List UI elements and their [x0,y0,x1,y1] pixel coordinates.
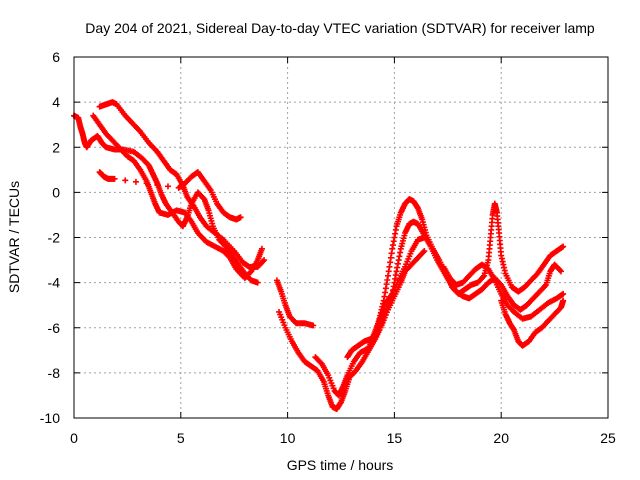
series-track-b [90,112,265,282]
grid-lines [74,57,608,418]
y-tick-label: -2 [48,230,61,246]
x-tick-label: 20 [493,430,509,446]
x-tick-label: 0 [70,430,78,446]
y-tick-label: 6 [52,49,60,65]
series-track-k [498,297,567,349]
data-point [379,317,386,324]
data-point [480,273,487,280]
data-point [247,269,254,276]
data-point [154,181,161,188]
y-tick-label: 4 [52,94,60,110]
data-point [420,249,427,256]
series-track-f [276,248,428,412]
data-point [317,359,324,366]
data-point [388,293,395,300]
data-point [376,327,383,334]
series-track-i [370,218,565,345]
series-track-d [96,169,244,223]
data-point [200,195,207,202]
data-point [556,267,563,274]
series-track-e [273,277,317,329]
data-point [310,322,317,329]
series-track-c [96,99,268,270]
data-point [386,299,393,306]
data-point [560,290,567,297]
x-tick-label: 10 [280,430,296,446]
series-track-g [312,234,428,399]
axis-ticks: 0 5 10 15 20 25 -10 -8 -6 -4 -2 0 2 4 6 [40,49,616,446]
data-point [136,127,143,134]
y-tick-label: -4 [48,275,61,291]
y-tick-label: 0 [52,184,60,200]
data-point [122,177,129,184]
data-point [260,258,267,265]
data-point [558,268,565,275]
x-tick-label: 5 [177,430,185,446]
y-tick-label: 2 [52,139,60,155]
data-point [111,175,118,182]
data-point [132,178,139,185]
data-point [225,253,232,260]
y-tick-label: -10 [40,410,60,426]
data-point [387,296,394,303]
y-tick-label: -6 [48,320,61,336]
x-tick-label: 25 [600,430,616,446]
data-point [261,257,268,264]
data-point [541,283,548,290]
series-track-j [440,261,567,322]
data-point [380,314,387,321]
data-point [378,320,385,327]
plot-frame [73,56,609,419]
x-axis-label: GPS time / hours [287,457,394,473]
data-point [381,311,388,318]
chart-title: Day 204 of 2021, Sidereal Day-to-day VTE… [85,20,595,36]
y-tick-label: -8 [48,365,61,381]
data-point [421,248,428,255]
data-point [377,323,384,330]
data-point [164,183,171,190]
data-point [560,297,567,304]
data-point [237,214,244,221]
data-point [254,279,261,286]
data-point [143,180,150,187]
data-point [560,243,567,250]
y-axis-label: SDTVAR / TECUs [6,181,22,293]
x-tick-label: 15 [387,430,403,446]
data-point [384,302,391,309]
data-point [497,280,504,287]
data-point [382,308,389,315]
data-point [383,305,390,312]
data-point [258,245,265,252]
data-points [71,99,567,412]
